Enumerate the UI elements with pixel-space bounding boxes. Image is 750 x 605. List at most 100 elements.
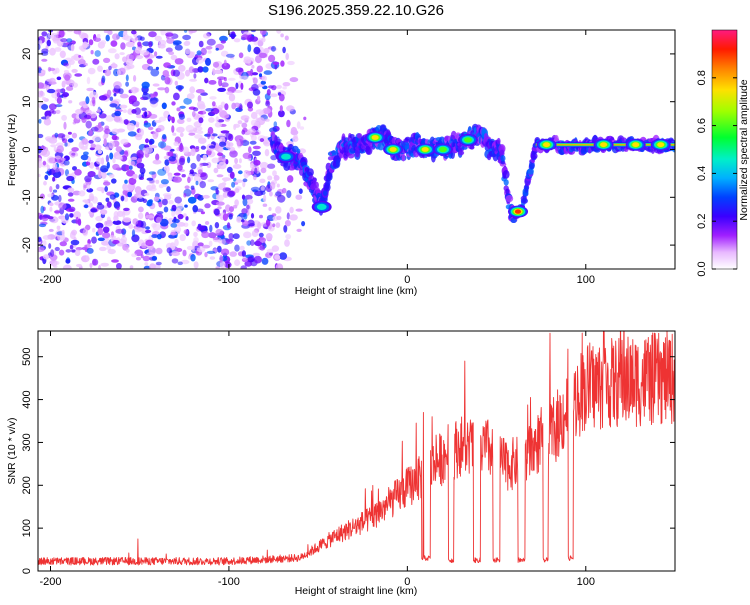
noise-speckle — [148, 31, 157, 38]
noise-speckle — [257, 38, 264, 42]
noise-speckle — [124, 179, 128, 184]
noise-speckle — [63, 121, 67, 130]
noise-speckle — [251, 30, 256, 33]
noise-speckle — [223, 59, 227, 67]
noise-speckle — [136, 162, 145, 169]
snr-y-tick-label: 300 — [21, 433, 33, 451]
noise-speckle — [221, 62, 231, 70]
noise-speckle — [130, 86, 139, 94]
noise-speckle — [66, 86, 74, 91]
spectrogram-x-tick-label: -100 — [218, 274, 240, 286]
noise-speckle — [92, 258, 99, 266]
noise-speckle — [144, 192, 150, 196]
noise-speckle — [191, 111, 196, 117]
noise-speckle — [98, 95, 108, 101]
noise-speckle — [38, 82, 45, 89]
noise-speckle — [40, 215, 48, 219]
noise-speckle — [82, 41, 88, 49]
noise-speckle — [97, 227, 104, 236]
noise-speckle — [226, 222, 231, 229]
noise-speckle — [247, 128, 257, 134]
noise-speckle — [174, 44, 183, 51]
noise-speckle — [204, 77, 209, 84]
ridge-blob — [314, 181, 319, 189]
noise-speckle — [269, 127, 278, 133]
snr-y-tick-label: 0 — [21, 568, 33, 574]
noise-speckle — [267, 163, 276, 169]
noise-speckle — [52, 189, 58, 193]
noise-speckle — [241, 250, 246, 258]
noise-speckle — [99, 209, 108, 215]
noise-speckle — [42, 235, 51, 240]
ridge-blob — [283, 161, 291, 171]
noise-speckle — [186, 93, 195, 100]
noise-speckle — [220, 101, 226, 108]
noise-speckle — [195, 180, 199, 186]
noise-speckle — [191, 244, 195, 252]
noise-speckle — [45, 115, 51, 121]
noise-speckle — [164, 86, 170, 94]
noise-speckle — [103, 30, 109, 34]
noise-speckle — [177, 261, 183, 266]
noise-speckle — [66, 175, 75, 182]
noise-speckle — [78, 190, 86, 197]
noise-speckle — [172, 132, 177, 136]
noise-speckle — [248, 146, 252, 154]
noise-speckle — [158, 183, 164, 189]
noise-speckle — [119, 52, 125, 56]
noise-speckle — [158, 116, 167, 122]
noise-speckle — [38, 90, 45, 98]
noise-speckle — [189, 86, 196, 94]
noise-speckle — [83, 151, 89, 156]
noise-speckle — [282, 86, 287, 90]
noise-speckle — [91, 96, 96, 104]
noise-speckle — [105, 34, 110, 42]
noise-speckle — [127, 108, 134, 115]
noise-speckle — [250, 111, 258, 120]
noise-speckle — [135, 123, 140, 128]
ridge-blob — [530, 152, 538, 160]
noise-speckle — [67, 198, 75, 202]
noise-speckle — [171, 101, 176, 106]
noise-speckle — [215, 193, 221, 200]
noise-speckle — [96, 157, 103, 165]
noise-speckle — [184, 185, 190, 190]
noise-speckle — [113, 115, 123, 123]
noise-speckle — [72, 166, 77, 171]
snr-x-axis-label: Height of straight line (km) — [295, 585, 418, 597]
noise-speckle — [174, 80, 178, 86]
noise-speckle — [132, 218, 139, 225]
noise-speckle — [219, 255, 223, 263]
noise-speckle — [108, 65, 112, 71]
noise-speckle — [64, 142, 68, 147]
noise-speckle — [242, 198, 248, 207]
noise-speckle — [183, 222, 189, 228]
noise-speckle — [235, 179, 243, 183]
noise-speckle — [136, 189, 141, 196]
hotspot — [632, 142, 640, 148]
noise-speckle — [259, 138, 265, 143]
noise-speckle — [284, 220, 291, 227]
noise-speckle — [38, 236, 42, 242]
noise-speckle — [261, 37, 266, 43]
noise-speckle — [128, 165, 133, 170]
noise-speckle — [200, 172, 208, 181]
noise-speckle — [246, 240, 252, 246]
noise-speckle — [178, 113, 185, 120]
noise-speckle — [204, 221, 210, 225]
noise-speckle — [202, 109, 206, 115]
noise-speckle — [135, 256, 142, 261]
noise-speckle — [111, 259, 119, 263]
noise-speckle — [176, 202, 184, 210]
noise-speckle — [167, 151, 174, 158]
noise-speckle — [71, 147, 79, 152]
noise-speckle — [234, 90, 243, 93]
noise-speckle — [67, 187, 75, 193]
noise-speckle — [176, 107, 181, 112]
noise-speckle — [179, 105, 186, 109]
noise-speckle — [104, 186, 108, 192]
noise-speckle — [208, 80, 217, 85]
noise-speckle — [157, 233, 162, 240]
snr-y-tick-label: 500 — [21, 348, 33, 366]
